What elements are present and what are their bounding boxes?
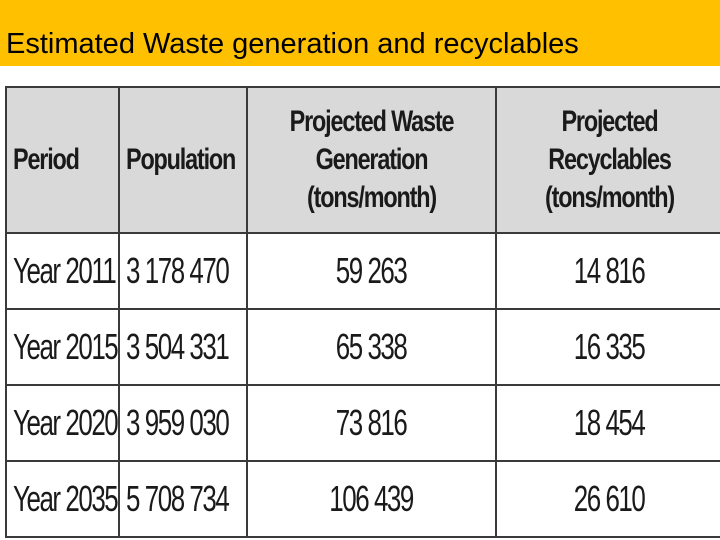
cell-period: Year 2035 [5,460,120,538]
cell-period: Year 2020 [5,384,120,462]
cell-recyclables: 18 454 [495,384,720,462]
cell-population-text: 3 959 030 [126,402,230,443]
cell-waste: 59 263 [246,232,497,310]
cell-period-text: Year 2035 [13,478,118,519]
cell-waste: 65 338 [246,308,497,386]
table-header-row: Period Population Projected Waste Genera… [5,86,720,234]
cell-waste: 73 816 [246,384,497,462]
cell-waste-text: 59 263 [336,250,408,291]
waste-table: Period Population Projected Waste Genera… [5,86,720,538]
cell-period: Year 2015 [5,308,120,386]
table-container: Period Population Projected Waste Genera… [5,86,720,540]
cell-recyclables-text: 18 454 [574,402,646,443]
header-projected-recyclables: Projected Recyclables (tons/month) [495,86,720,234]
header-projected-waste: Projected Waste Generation (tons/month) [246,86,497,234]
cell-population: 3 504 331 [118,308,248,386]
header-period: Period [5,86,120,234]
table-row: Year 2035 5 708 734 106 439 26 610 [5,460,720,538]
table-row: Year 2020 3 959 030 73 816 18 454 [5,384,720,462]
title-bar [0,0,720,66]
cell-waste-text: 73 816 [336,402,408,443]
cell-waste-text: 65 338 [336,326,408,367]
cell-population: 5 708 734 [118,460,248,538]
cell-recyclables: 14 816 [495,232,720,310]
table-row: Year 2015 3 504 331 65 338 16 335 [5,308,720,386]
cell-waste: 106 439 [246,460,497,538]
cell-recyclables-text: 16 335 [574,326,646,367]
cell-recyclables: 26 610 [495,460,720,538]
header-population-label: Population [126,143,236,176]
header-period-label: Period [13,143,80,176]
header-projected-waste-label: Projected Waste Generation (tons/month) [275,103,468,217]
cell-period-text: Year 2011 [13,250,117,291]
cell-period: Year 2011 [5,232,120,310]
cell-recyclables-text: 26 610 [574,478,646,519]
header-recyclables-line1: Projected Recyclables [548,105,672,176]
cell-population: 3 178 470 [118,232,248,310]
header-recyclables-line2: (tons/month) [545,181,675,214]
header-waste-line1: Projected Waste [289,105,455,138]
cell-waste-text: 106 439 [329,478,415,519]
cell-period-text: Year 2020 [13,402,118,443]
cell-population-text: 3 504 331 [126,326,230,367]
header-projected-recyclables-label: Projected Recyclables (tons/month) [522,103,698,217]
cell-recyclables: 16 335 [495,308,720,386]
cell-population-text: 3 178 470 [126,250,230,291]
cell-population: 3 959 030 [118,384,248,462]
header-population: Population [118,86,248,234]
table-row: Year 2011 3 178 470 59 263 14 816 [5,232,720,310]
header-waste-line2: Generation (tons/month) [307,143,437,214]
cell-recyclables-text: 14 816 [574,250,646,291]
cell-period-text: Year 2015 [13,326,118,367]
slide-title: Estimated Waste generation and recyclabl… [6,28,579,60]
cell-population-text: 5 708 734 [126,478,230,519]
